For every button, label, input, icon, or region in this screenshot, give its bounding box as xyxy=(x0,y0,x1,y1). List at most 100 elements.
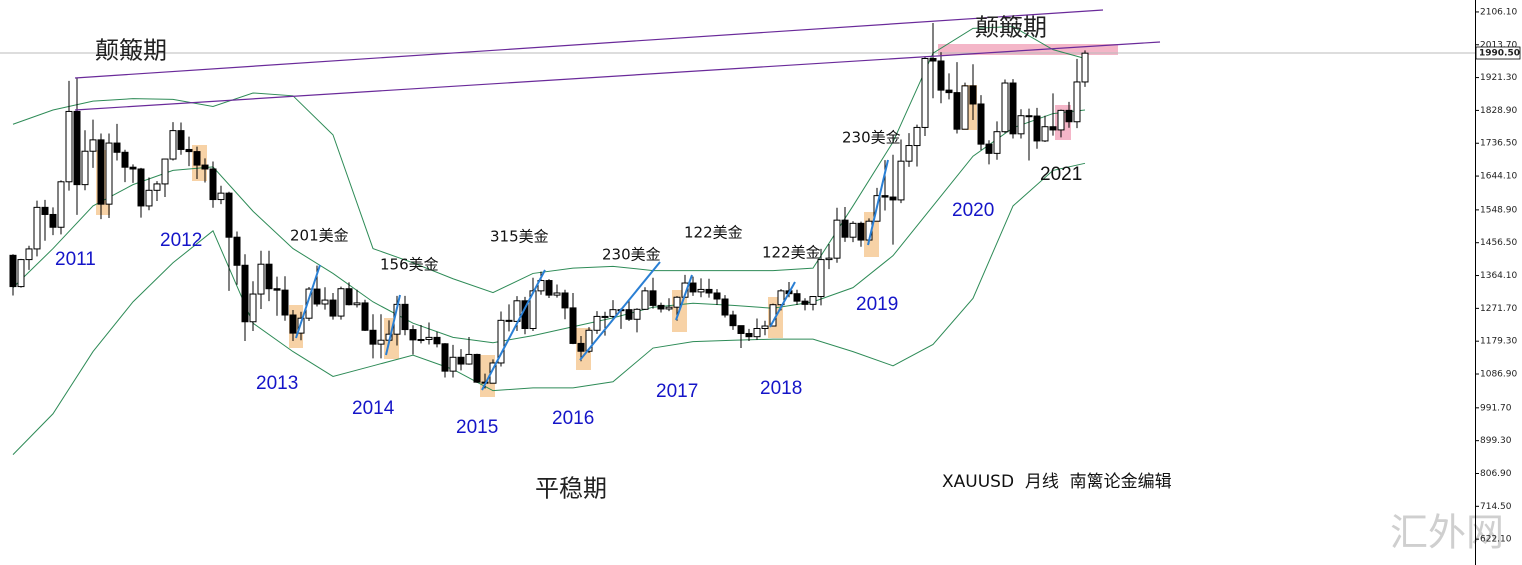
trend-lines xyxy=(295,159,889,391)
candle-body xyxy=(449,356,457,372)
candle-body xyxy=(177,130,185,150)
candle-body xyxy=(793,293,801,302)
y-tick-label: 991.70 xyxy=(1480,403,1512,413)
watermark: 汇外网 xyxy=(1390,511,1504,555)
candle-body xyxy=(849,222,857,238)
year-label: 2011 xyxy=(55,249,96,270)
candle-body xyxy=(1065,109,1073,123)
candle-body xyxy=(713,292,721,300)
candle-body xyxy=(801,300,809,305)
year-label: 2012 xyxy=(160,230,202,251)
trend-line xyxy=(481,269,546,391)
candle-body xyxy=(145,189,153,207)
highlight xyxy=(938,44,1118,55)
last-price-box xyxy=(1475,46,1521,60)
candle-body xyxy=(249,293,257,323)
candle-body xyxy=(25,248,33,261)
candle-body xyxy=(945,89,953,94)
y-tick-label: 1736.50 xyxy=(1480,139,1517,149)
candle-body xyxy=(833,219,841,259)
y-tick-label: 899.30 xyxy=(1480,436,1512,446)
candle-body xyxy=(889,196,897,201)
candle-body xyxy=(665,306,673,310)
trend-line xyxy=(385,294,401,356)
candle-body xyxy=(401,303,409,331)
candle-body xyxy=(257,263,265,295)
candle-body xyxy=(9,254,17,288)
candle-body xyxy=(193,151,201,166)
candle-body xyxy=(329,299,337,317)
candle-body xyxy=(409,329,417,341)
candle-body xyxy=(953,92,961,130)
candle-body xyxy=(905,145,913,162)
candle-body xyxy=(233,236,241,266)
candle-body xyxy=(969,85,977,105)
y-tick-label: 1456.50 xyxy=(1480,238,1517,248)
candle-body xyxy=(1025,115,1033,118)
last-price-label: 1990.50 xyxy=(1479,49,1520,59)
candle-body xyxy=(17,259,25,288)
y-tick-label: 622.10 xyxy=(1480,535,1512,545)
candle-body xyxy=(41,206,49,215)
phase-label: 颠簸期 xyxy=(95,37,167,65)
candle-body xyxy=(1049,126,1057,131)
candle-body xyxy=(641,290,649,310)
candle-body xyxy=(417,339,425,342)
candle-body xyxy=(129,166,137,170)
trend-line xyxy=(769,281,796,328)
candle-body xyxy=(265,263,273,290)
candle-body xyxy=(433,336,441,345)
candle-body xyxy=(273,288,281,291)
candle-body xyxy=(609,309,617,317)
candle-body xyxy=(777,290,785,306)
candle-body xyxy=(913,126,921,147)
trend-line xyxy=(675,274,693,321)
candle-body xyxy=(705,288,713,294)
candle-body xyxy=(841,219,849,238)
candle-body xyxy=(633,308,641,320)
candle-body xyxy=(961,85,969,130)
candle-body xyxy=(313,288,321,305)
candle-body xyxy=(321,299,329,305)
candle-body xyxy=(225,192,233,238)
candle-body xyxy=(569,307,577,344)
candle-body xyxy=(897,160,905,201)
move-label: 201美金 xyxy=(290,227,349,245)
y-tick-label: 1828.90 xyxy=(1480,106,1517,116)
candle-body xyxy=(585,329,593,352)
candle-body xyxy=(497,319,505,364)
candle-body xyxy=(49,213,57,228)
move-label: 230美金 xyxy=(602,246,661,264)
y-tick-label: 1086.90 xyxy=(1480,370,1517,380)
candle-body xyxy=(625,309,633,320)
year-label: 2016 xyxy=(552,408,594,429)
y-tick-label: 2106.10 xyxy=(1480,7,1517,17)
candle-body xyxy=(473,353,481,383)
move-label: 122美金 xyxy=(684,224,743,242)
phase-label: 颠簸期 xyxy=(975,14,1047,42)
band-line xyxy=(12,109,1086,344)
candle-body xyxy=(1033,115,1041,142)
candle-body xyxy=(289,314,297,334)
y-tick-label: 1364.10 xyxy=(1480,271,1517,281)
candle-body xyxy=(465,353,473,365)
y-tick-label: 2013.70 xyxy=(1480,40,1517,50)
channel-line xyxy=(74,9,1104,79)
candle-body xyxy=(561,292,569,309)
candle-body xyxy=(73,110,81,186)
candle-body xyxy=(721,298,729,316)
year-label: 2021 xyxy=(1040,164,1082,185)
candle-body xyxy=(937,60,945,91)
year-label: 2013 xyxy=(256,373,298,394)
candle-body xyxy=(601,315,609,318)
channel-lines xyxy=(74,9,1161,111)
candle-body xyxy=(241,264,249,323)
candle-body xyxy=(457,356,465,365)
candle-body xyxy=(337,288,345,317)
y-tick-label: 714.50 xyxy=(1480,502,1512,512)
year-label: 2020 xyxy=(952,200,994,221)
year-label: 2015 xyxy=(456,417,498,438)
candle-body xyxy=(817,259,825,298)
trend-line xyxy=(295,264,321,339)
candle-body xyxy=(89,139,97,152)
